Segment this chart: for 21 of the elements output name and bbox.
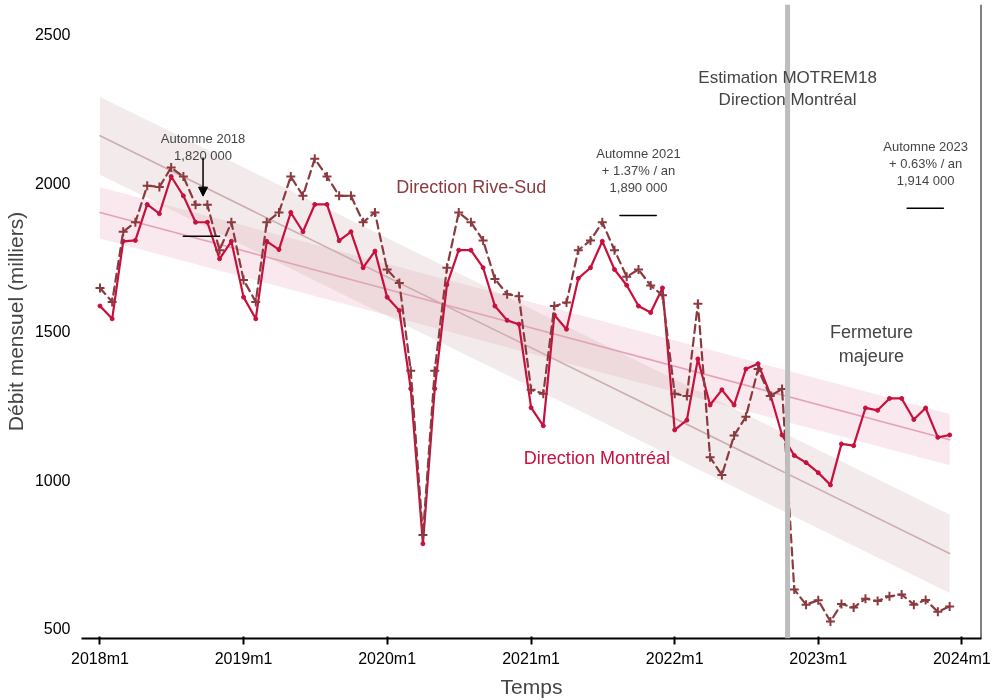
y-tick-label: 500: [43, 620, 71, 638]
x-tick-label: 2019m1: [214, 649, 273, 667]
annotation: Automne 2023 + 0.63% / an 1,914 000: [883, 138, 968, 189]
series-label: Direction Rive-Sud: [396, 177, 547, 198]
y-tick-label: 1500: [34, 323, 71, 341]
y-tick-label: 2000: [34, 174, 71, 192]
x-tick-label: 2024m1: [932, 649, 991, 667]
annotation: Automne 2021 + 1.37% / an 1,890 000: [596, 145, 681, 196]
annotation: Automne 2018 1,820 000: [160, 130, 246, 164]
series-label: Direction Montréal: [523, 447, 670, 468]
annotation: Estimation MOTREM18 Direction Montréal: [698, 68, 877, 110]
x-tick-label: 2020m1: [358, 649, 417, 667]
y-axis-title: Débit mensuel (milliers): [3, 211, 27, 432]
x-tick-label: 2018m1: [71, 649, 129, 667]
ref-line-label: Fermeture majeure: [829, 322, 913, 367]
y-tick-label: 2500: [34, 26, 71, 44]
x-tick-label: 2021m1: [502, 649, 561, 667]
x-tick-label: 2022m1: [645, 649, 704, 667]
y-tick-label: 1000: [34, 471, 71, 489]
x-axis-title: Temps: [500, 674, 563, 698]
x-tick-label: 2023m1: [789, 649, 848, 667]
